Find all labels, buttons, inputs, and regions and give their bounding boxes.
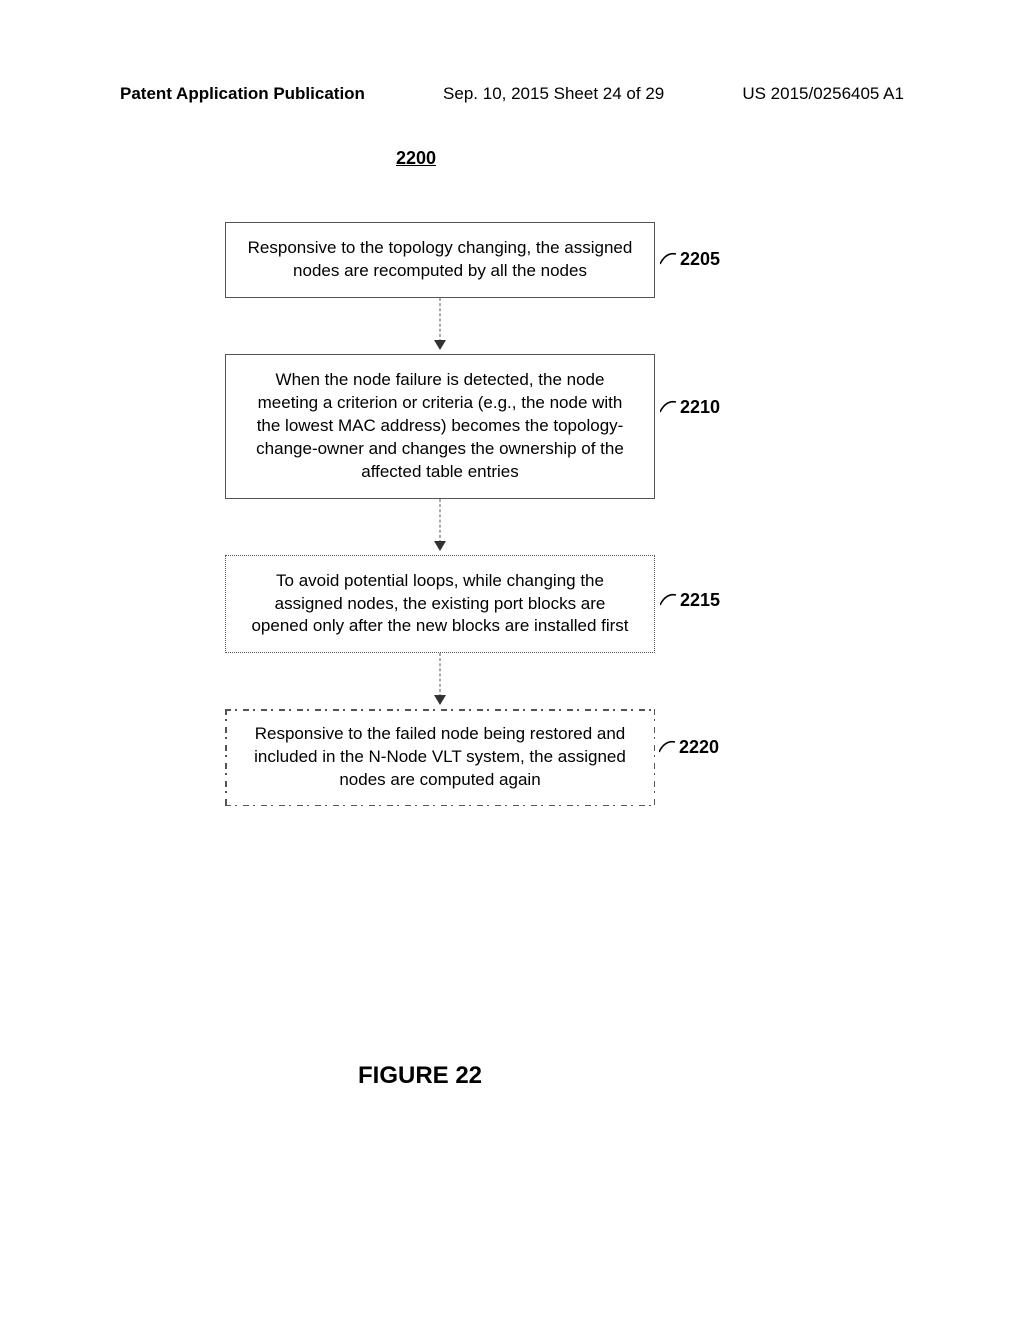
- leader-curve-icon: [660, 396, 678, 420]
- flow-label-2205: 2205: [660, 247, 720, 272]
- flow-label-text: 2210: [680, 397, 720, 417]
- flow-box-2215: To avoid potential loops, while changing…: [225, 555, 655, 654]
- figure-caption: FIGURE 22: [358, 1062, 482, 1090]
- arrow-head-icon: [434, 541, 446, 551]
- arrow-head-icon: [434, 695, 446, 705]
- flow-label-text: 2220: [679, 737, 719, 757]
- flow-label-text: 2205: [680, 249, 720, 269]
- flow-box-text: To avoid potential loops, while changing…: [244, 570, 636, 639]
- arrow-line: [440, 298, 441, 342]
- leader-curve-icon: [659, 736, 677, 760]
- flow-label-2220: 2220: [659, 735, 719, 760]
- header-center: Sep. 10, 2015 Sheet 24 of 29: [443, 84, 664, 104]
- figure-number: 2200: [396, 148, 436, 169]
- flow-arrow: [225, 499, 655, 555]
- leader-curve-icon: [660, 589, 678, 613]
- flow-label-text: 2215: [680, 590, 720, 610]
- header-right: US 2015/0256405 A1: [742, 84, 904, 104]
- flow-arrow: [225, 653, 655, 709]
- flow-box-text: Responsive to the topology changing, the…: [244, 237, 636, 283]
- arrow-line: [440, 653, 441, 697]
- flow-box-2205: Responsive to the topology changing, the…: [225, 222, 655, 298]
- flow-box-text: Responsive to the failed node being rest…: [243, 723, 637, 792]
- flow-label-2215: 2215: [660, 588, 720, 613]
- flowchart: Responsive to the topology changing, the…: [225, 222, 795, 806]
- flow-label-2210: 2210: [660, 395, 720, 420]
- header-left: Patent Application Publication: [120, 84, 365, 104]
- flow-box-2220: Responsive to the failed node being rest…: [225, 709, 655, 806]
- flow-box-2210: When the node failure is detected, the n…: [225, 354, 655, 499]
- leader-curve-icon: [660, 248, 678, 272]
- arrow-line: [440, 499, 441, 543]
- arrow-head-icon: [434, 340, 446, 350]
- page-header: Patent Application Publication Sep. 10, …: [0, 84, 1024, 104]
- flow-arrow: [225, 298, 655, 354]
- flow-box-text: When the node failure is detected, the n…: [244, 369, 636, 484]
